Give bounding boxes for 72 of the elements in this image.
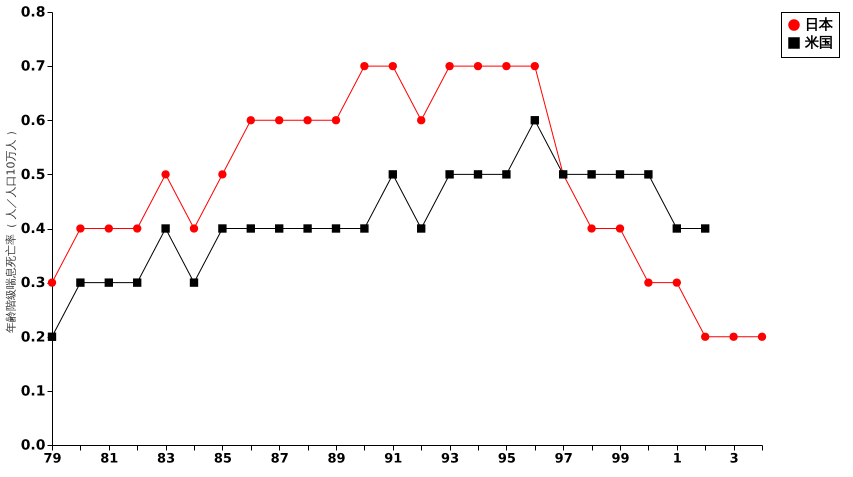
point: [104, 224, 113, 233]
point: [275, 116, 284, 124]
point: [502, 62, 511, 70]
point: [530, 116, 539, 124]
point: [360, 62, 369, 70]
point: [587, 170, 596, 179]
x-tick-label: 85: [214, 452, 232, 466]
y-tick-label: 0.2: [20, 329, 46, 346]
x-tick-label: 87: [270, 452, 289, 466]
point: [190, 224, 198, 233]
point: [161, 170, 170, 179]
point: [218, 170, 227, 179]
y-tick-label: 0.3: [20, 275, 46, 292]
point: [190, 278, 198, 287]
point: [701, 332, 710, 341]
point: [76, 224, 85, 233]
x-tick-label: 3: [730, 452, 739, 466]
point: [417, 224, 426, 233]
y-tick-label: 0.8: [20, 4, 46, 20]
y-tick-label: 0.6: [20, 112, 46, 129]
y-tick-label: 0.1: [20, 383, 46, 400]
y-tick-label: 0.7: [20, 58, 46, 75]
point: [246, 224, 255, 233]
point: [303, 224, 312, 233]
point: [644, 278, 653, 287]
y-tick-label: 0.0: [20, 438, 46, 454]
point: [729, 332, 738, 341]
point: [616, 170, 624, 179]
point: [218, 224, 227, 233]
point: [530, 62, 539, 70]
point: [445, 170, 454, 179]
point: [303, 116, 312, 124]
point: [133, 224, 142, 233]
x-tick-label: 93: [441, 452, 460, 466]
x-tick-label: 1: [672, 452, 682, 466]
point: [275, 224, 284, 233]
point: [417, 116, 426, 124]
point: [332, 224, 340, 233]
legend-label: 日本: [805, 17, 834, 33]
x-tick-label: 91: [384, 452, 402, 466]
point: [701, 224, 710, 233]
x-tick-label: 89: [327, 452, 346, 466]
point: [445, 62, 454, 70]
y-tick-label: 0.4: [20, 221, 46, 237]
point: [644, 170, 653, 179]
x-tick-label: 81: [100, 452, 118, 466]
point: [48, 278, 56, 287]
x-tick-label: 97: [554, 452, 573, 466]
point: [246, 116, 255, 124]
point: [104, 278, 113, 287]
legend-label: 米国: [804, 35, 833, 51]
y-tick-label: 0.5: [20, 166, 46, 183]
x-tick-label: 83: [157, 452, 176, 466]
point: [474, 62, 482, 70]
point: [161, 224, 170, 233]
x-tick-label: 99: [611, 452, 630, 466]
point: [76, 278, 85, 287]
point: [672, 278, 681, 287]
point: [758, 332, 766, 341]
point: [360, 224, 369, 233]
point: [388, 170, 397, 179]
x-tick-label: 95: [498, 452, 516, 466]
x-tick-label: 79: [43, 452, 62, 466]
point: [587, 224, 596, 233]
point: [672, 224, 681, 233]
y-axis-title: 年齢階級喘息死亡率（ 人／人口10万人 ）: [4, 125, 18, 333]
point: [133, 278, 142, 287]
point: [474, 170, 482, 179]
point: [502, 170, 511, 179]
point: [616, 224, 624, 233]
point: [388, 62, 397, 70]
point: [332, 116, 340, 124]
